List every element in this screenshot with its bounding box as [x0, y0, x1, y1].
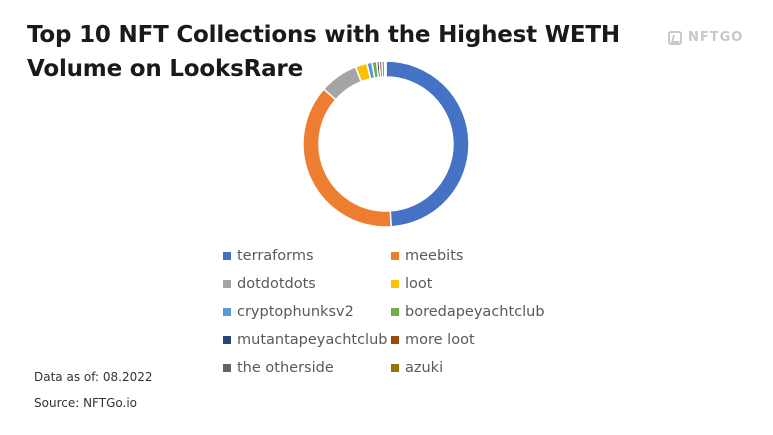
legend-label: meebits [405, 247, 464, 264]
legend-swatch [391, 363, 399, 372]
legend-label: more loot [405, 331, 475, 348]
legend-label: cryptophunksv2 [237, 303, 354, 320]
legend-label: terraforms [237, 247, 314, 264]
data-date-note: Data as of: 08.2022 [34, 370, 153, 384]
legend-swatch [223, 363, 231, 372]
legend-label: boredapeyachtclub [405, 303, 545, 320]
legend-label: dotdotdots [237, 275, 316, 292]
legend-swatch [223, 307, 231, 316]
legend-label: mutantapeyachtclub [237, 331, 388, 348]
donut-slice-meebits [302, 88, 393, 228]
legend-item: mutantapeyachtclub [223, 328, 391, 351]
legend-label: the otherside [237, 359, 334, 376]
legend-item: more loot [391, 328, 561, 351]
legend-swatch [223, 279, 231, 288]
nftgo-logo: NFTGO [668, 30, 743, 45]
nftgo-logo-icon [668, 30, 682, 45]
legend-label: azuki [405, 359, 444, 376]
chart-title: Top 10 NFT Collections with the Highest … [27, 22, 620, 82]
legend-label: loot [405, 275, 433, 292]
legend-item: azuki [391, 356, 561, 379]
donut-slice-azuki [383, 60, 387, 78]
legend-swatch [223, 251, 231, 260]
legend-swatch [391, 307, 399, 316]
legend-item: dotdotdots [223, 272, 391, 295]
legend-swatch [391, 251, 399, 260]
legend-swatch [223, 335, 231, 344]
donut-slice-terraforms [385, 60, 470, 228]
legend-item: meebits [391, 244, 561, 267]
donut-slice-dotdotdots [322, 65, 363, 101]
source-note: Source: NFTGo.io [34, 396, 137, 410]
legend-item: boredapeyachtclub [391, 300, 561, 323]
legend-item: terraforms [223, 244, 391, 267]
legend: terraforms meebits dotdotdots loot cryptophu… [223, 244, 561, 379]
legend-swatch [391, 335, 399, 344]
logo-text: NFTGO [688, 30, 744, 45]
legend-item: cryptophunksv2 [223, 300, 391, 323]
legend-swatch [391, 279, 399, 288]
legend-item: loot [391, 272, 561, 295]
legend-item: the otherside [223, 356, 391, 379]
